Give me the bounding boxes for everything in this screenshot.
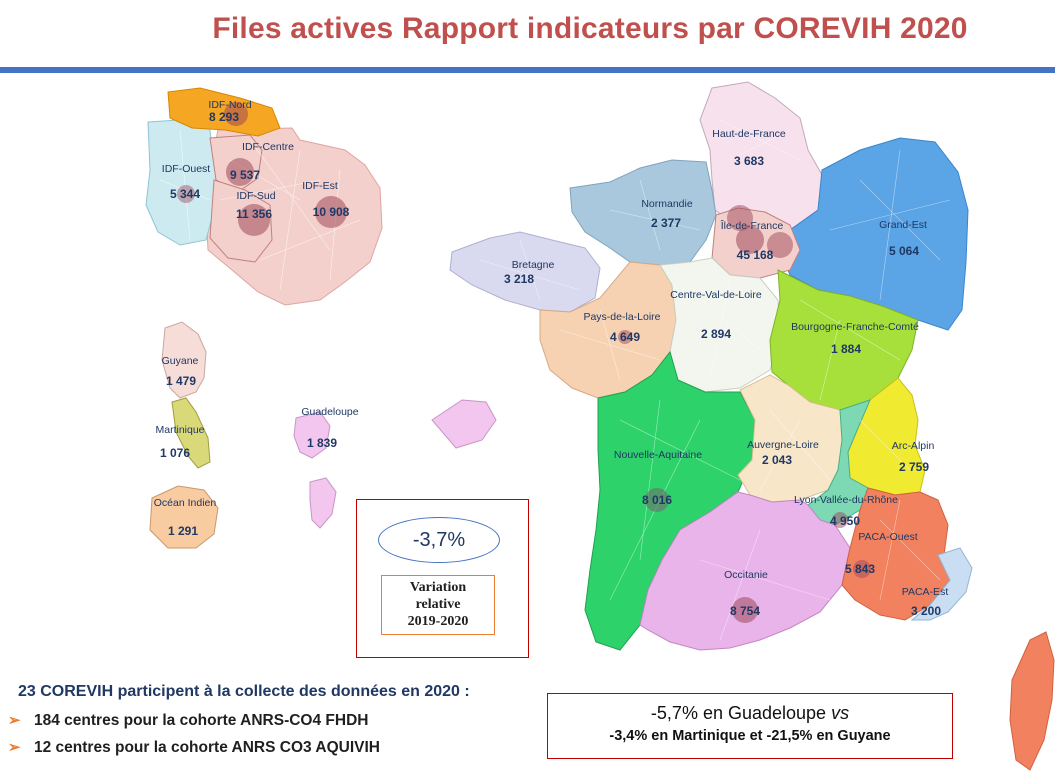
label-idf-ouest: IDF-Ouest [162,163,211,175]
label-arc-alpin: Arc-Alpin [892,440,935,452]
value-bretagne: 3 218 [504,272,534,286]
label-martinique: Martinique [155,424,204,436]
label-auvergne-loire: Auvergne-Loire [747,439,819,451]
label-bourgogne-franche-comte: Bourgogne-Franche-Comté [791,321,919,333]
value-nouvelle-aquitaine: 8 016 [642,493,672,507]
variation-caption-line2: relative [415,597,461,612]
value-paca-ouest: 5 843 [845,562,875,576]
region-shape-idf-ouest[interactable] [145,117,221,246]
value-centre-val-de-loire: 2 894 [701,327,731,341]
bubble-ile-de-france-2 [736,226,764,254]
value-idf-ouest: 5 344 [170,187,200,201]
variation-value: -3,7% [378,517,500,563]
value-ile-de-france: 45 168 [737,248,774,262]
participation-heading: 23 COREVIH participent à la collecte des… [18,683,470,700]
value-normandie: 2 377 [651,216,681,230]
label-haut-de-france: Haut-de-France [712,128,786,140]
variation-caption-line1: Variation [409,580,467,595]
value-paca-est: 3 200 [911,604,941,618]
label-occitanie: Occitanie [724,569,768,581]
bubble-idf-nord [224,102,248,126]
value-martinique: 1 076 [160,446,190,460]
value-idf-sud: 11 356 [236,207,272,221]
region-shape-guyane[interactable] [161,321,207,399]
participation-item: ➢ 12 centres pour la cohorte ANRS CO3 AQU… [8,738,548,757]
antilles-note-line2: -3,4% en Martinique et -21,5% en Guyane [609,728,891,744]
label-ile-de-france: Île-de-France [720,219,784,232]
participation-block: 23 COREVIH participent à la collecte des… [8,683,548,765]
idf-inset [145,87,383,306]
label-bretagne: Bretagne [512,259,555,271]
title-divider [0,67,1055,73]
metropolitan-france [449,81,1055,771]
value-bourgogne-franche-comte: 1 884 [831,342,861,356]
value-guadeloupe: 1 839 [307,436,337,450]
label-normandie: Normandie [641,198,693,210]
bubble-paca-ouest [853,560,871,578]
label-idf-nord: IDF-Nord [208,99,251,111]
variation-caption: Variation relative 2019-2020 [381,575,495,635]
value-arc-alpin: 2 759 [899,460,929,474]
region-shape-martinique[interactable] [171,397,211,469]
value-auvergne-loire: 2 043 [762,453,792,467]
value-ocean-indien: 1 291 [168,524,198,538]
value-idf-nord: 8 293 [209,110,239,124]
value-haut-de-france: 3 683 [734,154,764,168]
label-guadeloupe: Guadeloupe [301,406,358,418]
antilles-note-prefix: -5,7% en Guadeloupe [650,703,832,723]
value-idf-centre: 9 537 [230,168,260,182]
label-pays-de-la-loire: Pays-de-la-Loire [583,311,660,323]
label-lyon-vallee-du-rhone: Lyon-Vallée-du-Rhône [794,494,898,506]
participation-item-text: 184 centres pour la cohorte ANRS-CO4 FHD… [34,712,369,729]
value-guyane: 1 479 [166,374,196,388]
participation-item-text: 12 centres pour la cohorte ANRS CO3 AQUI… [34,739,380,756]
label-paca-est: PACA-Est [902,586,949,598]
bubble-idf-centre [226,158,254,186]
bubble-ile-de-france-3 [767,232,793,258]
bubble-lyon [832,512,848,528]
bubble-idf-est [315,196,347,228]
region-shape-normandie[interactable] [569,159,717,266]
bubble-idf-ouest [177,185,195,203]
label-guyane: Guyane [162,355,199,367]
region-labels: IDF-Nord 8 293 IDF-Centre 9 537 IDF-Oues… [154,99,949,618]
antilles-note-line1: -5,7% en Guadeloupe vs [548,703,952,724]
label-centre-val-de-loire: Centre-Val-de-Loire [670,289,762,301]
region-shape-paca-est[interactable] [910,547,973,621]
region-shape-idf-nord[interactable] [167,87,281,137]
bubble-occitanie [732,597,758,623]
label-nouvelle-aquitaine: Nouvelle-Aquitaine [614,449,702,461]
value-pays-de-la-loire: 4 649 [610,330,640,344]
participation-item: ➢ 184 centres pour la cohorte ANRS-CO4 FH… [8,711,548,730]
arrow-bullet-icon: ➢ [8,739,21,756]
region-shape-guadeloupe[interactable] [293,411,337,529]
value-lyon-vallee-du-rhone: 4 950 [830,514,860,528]
label-idf-sud: IDF-Sud [236,190,275,202]
region-shape-corse [1009,631,1055,771]
value-occitanie: 8 754 [730,604,760,618]
variation-box: -3,7% Variation relative 2019-2020 [356,499,529,658]
label-grand-est: Grand-Est [879,219,927,231]
antilles-note: -5,7% en Guadeloupe vs -3,4% en Martiniq… [547,693,953,759]
bubble-nouvelle-aquitaine [645,488,669,512]
overseas-territories [149,321,497,549]
label-paca-ouest: PACA-Ouest [858,531,917,543]
label-idf-est: IDF-Est [302,180,338,192]
label-idf-centre: IDF-Centre [242,141,294,153]
page-title: Files actives Rapport indicateurs par CO… [212,12,968,45]
bubble-pays-de-la-loire [618,330,632,344]
region-shape-bretagne[interactable] [449,231,601,313]
bubble-idf-sud [238,204,270,236]
value-grand-est: 5 064 [889,244,919,258]
regions-map: IDF-Nord 8 293 IDF-Centre 9 537 IDF-Oues… [145,81,1055,771]
region-shape-centre-val-de-loire[interactable] [659,257,781,393]
bubble-ile-de-france [727,205,753,231]
variation-caption-line3: 2019-2020 [407,614,469,629]
arrow-bullet-icon: ➢ [8,712,21,729]
value-idf-est: 10 908 [313,205,350,219]
region-shape-guadeloupe-extra [431,399,497,449]
label-ocean-indien: Océan Indien [154,497,217,509]
region-shape-ocean-indien[interactable] [149,485,219,549]
antilles-note-vs: vs [831,703,850,723]
